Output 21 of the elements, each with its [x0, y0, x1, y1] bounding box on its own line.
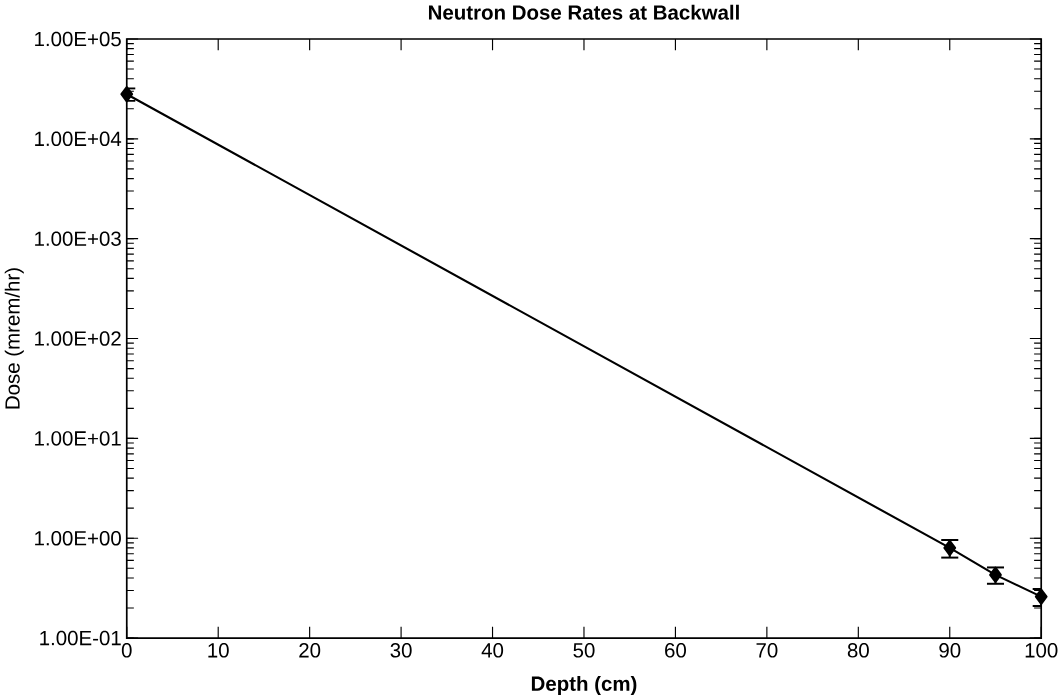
y-tick-label: 1.00E-01 [40, 631, 121, 646]
y-axis-title: Dose (mrem/hr) [4, 268, 24, 409]
y-tick-label: 1.00E+01 [35, 431, 121, 446]
x-tick-label: 20 [299, 643, 321, 658]
y-tick-label: 1.00E+03 [35, 231, 121, 247]
x-tick-label: 60 [665, 643, 687, 658]
x-tick-label: 40 [481, 643, 504, 658]
x-tick-label: 0 [121, 643, 132, 658]
x-tick-label: 30 [390, 643, 412, 658]
x-tick-label: 90 [939, 643, 961, 658]
y-tick-label: 1.00E+05 [35, 31, 121, 47]
y-tick-label: 1.00E+04 [35, 131, 122, 147]
x-tick-label: 80 [847, 643, 869, 658]
chart-title: Neutron Dose Rates at Backwall [428, 4, 739, 20]
x-tick-label: 50 [573, 643, 595, 658]
y-tick-label: 1.00E+02 [35, 331, 121, 346]
y-tick-label: 1.00E+00 [35, 531, 121, 546]
x-tick-label: 10 [208, 643, 229, 658]
x-tick-label: 70 [756, 643, 778, 658]
x-tick-label: 100 [1025, 643, 1058, 658]
x-axis-title: Depth (cm) [531, 676, 637, 696]
